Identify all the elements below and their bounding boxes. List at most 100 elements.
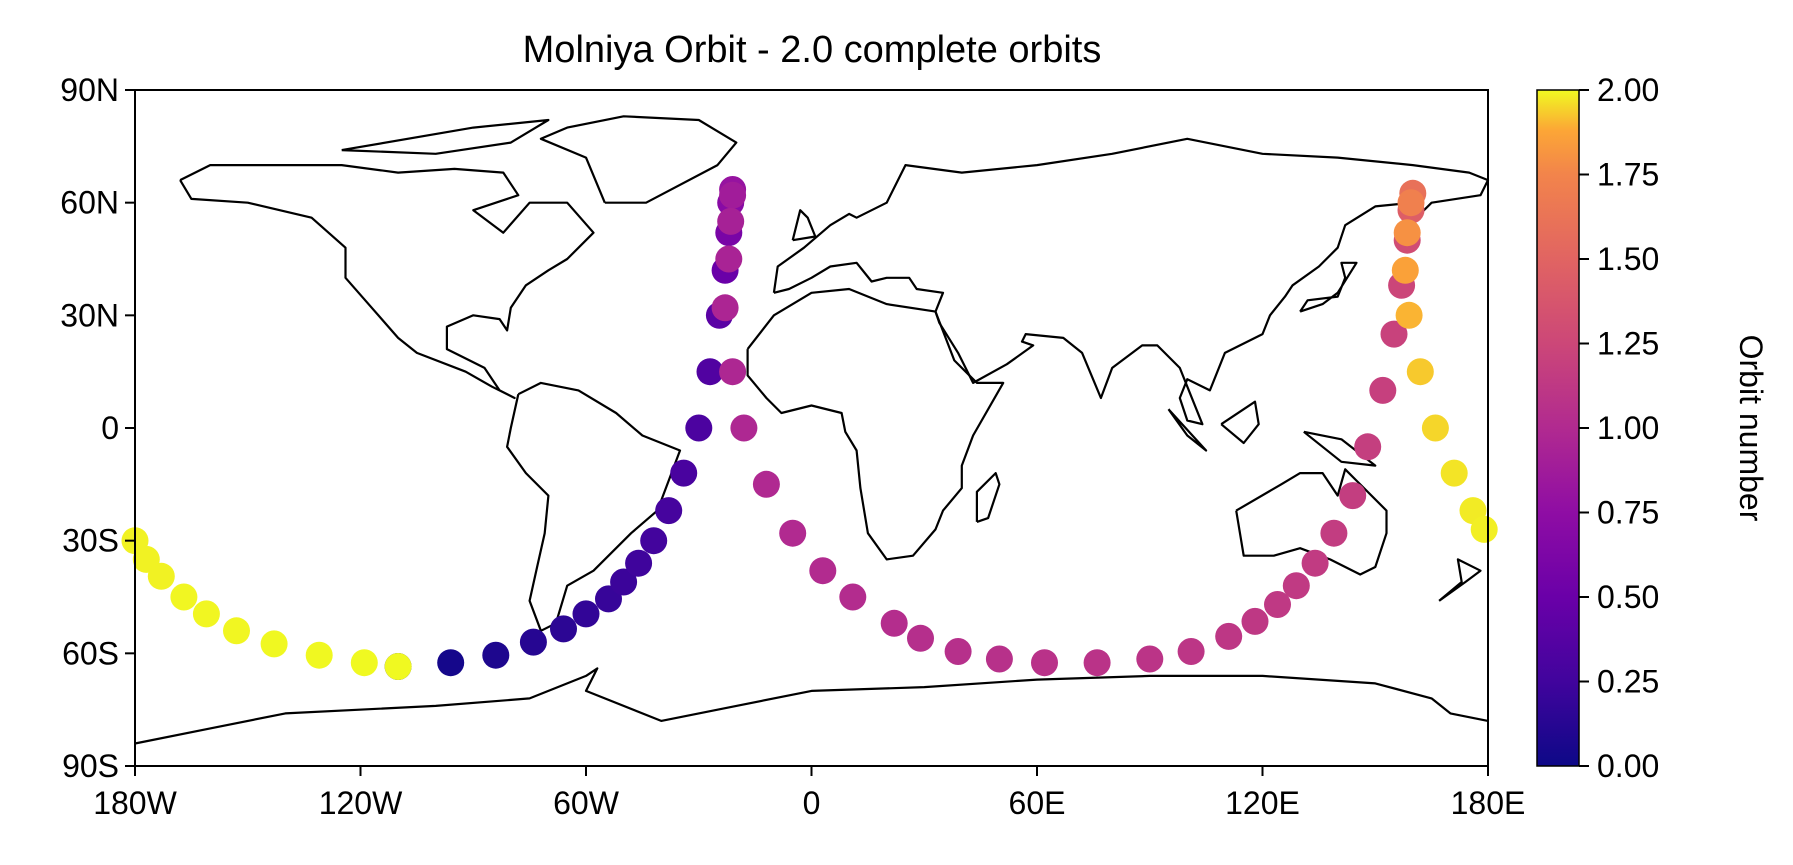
coastline-segment <box>134 667 1489 745</box>
x-tick-label: 180E <box>1451 785 1526 821</box>
orbit-point <box>610 568 638 596</box>
orbit-point <box>305 641 333 669</box>
orbit-point <box>1241 607 1269 635</box>
colorbar-tick-label: 1.75 <box>1597 157 1659 193</box>
orbit-point <box>550 615 577 643</box>
colorbar-tick-label: 1.50 <box>1597 241 1659 277</box>
colorbar-tick-label: 0.50 <box>1597 579 1659 615</box>
coastline-segment <box>975 472 1001 523</box>
colorbar-tick-label: 0.75 <box>1597 495 1659 531</box>
orbit-point <box>1421 414 1449 442</box>
orbit-point <box>1391 256 1419 284</box>
orbit-point <box>730 414 758 442</box>
orbit-point <box>1369 376 1397 404</box>
coastline-segment <box>1167 408 1208 452</box>
coastline-segment <box>791 209 817 242</box>
orbit-point <box>1406 358 1434 386</box>
orbit-point <box>1282 572 1310 600</box>
orbit-point <box>717 207 745 235</box>
coastline-segment <box>1303 430 1377 467</box>
orbit-point <box>147 562 175 590</box>
chart-title: Molniya Orbit - 2.0 complete orbits <box>523 29 1102 71</box>
orbit-point <box>1031 649 1058 677</box>
colorbar-tick-label: 0.25 <box>1597 664 1659 700</box>
x-axis: 180W 120W 60W 0 60E 120E 180E <box>93 766 1525 821</box>
orbit-point <box>715 245 743 273</box>
coastline-map <box>134 115 1490 745</box>
orbit-point <box>572 600 600 628</box>
coastline-segment <box>1235 468 1388 576</box>
orbit-point <box>839 583 867 611</box>
coastline-segment <box>179 164 595 400</box>
orbit-point <box>944 638 972 665</box>
y-axis: 90N 60N 30N 0 30S 60S 90S <box>60 72 135 784</box>
orbit-point <box>192 600 220 628</box>
orbit-point <box>696 358 724 386</box>
orbit-point <box>260 630 288 658</box>
orbit-point <box>223 617 250 645</box>
orbit-track <box>121 176 1498 680</box>
coastline-segment <box>506 381 682 632</box>
coastline-segment <box>746 287 1005 561</box>
orbit-point <box>384 653 412 680</box>
orbit-point <box>880 609 908 637</box>
orbit-point <box>670 459 698 487</box>
orbit-point <box>437 649 465 677</box>
y-tick-label: 30N <box>60 297 119 333</box>
x-tick-label: 60E <box>1009 785 1066 821</box>
orbit-point <box>1264 591 1291 618</box>
orbit-point <box>1393 219 1421 247</box>
y-tick-label: 30S <box>62 523 119 559</box>
orbit-point <box>1136 645 1164 673</box>
orbit-point <box>1354 433 1382 461</box>
orbit-point <box>1380 320 1408 348</box>
orbit-point <box>1339 482 1367 510</box>
orbit-point <box>907 624 934 652</box>
orbit-point <box>1301 549 1329 577</box>
colorbar-tick-label: 0.00 <box>1597 748 1659 784</box>
coastline-segment <box>1299 261 1358 313</box>
colorbar-tick-label: 1.00 <box>1597 410 1659 446</box>
x-tick-label: 0 <box>803 785 821 821</box>
orbit-point <box>1397 189 1425 217</box>
orbit-point <box>640 527 668 555</box>
x-tick-label: 120E <box>1225 785 1300 821</box>
coastline-segment <box>1220 400 1260 445</box>
orbit-point <box>719 358 747 386</box>
orbit-point <box>779 519 807 547</box>
orbit-point <box>519 628 547 656</box>
y-tick-label: 60N <box>60 185 119 221</box>
orbit-point <box>752 470 780 498</box>
colorbar <box>1536 89 1580 767</box>
orbit-point <box>1440 459 1468 487</box>
orbit-point <box>685 414 713 442</box>
orbit-point <box>482 641 510 669</box>
y-tick-label: 90S <box>62 748 119 784</box>
orbit-point <box>655 497 683 525</box>
coastline-segment <box>341 118 550 155</box>
colorbar-label: Orbit number <box>1733 335 1769 522</box>
orbit-point <box>1470 515 1498 543</box>
orbit-point <box>711 294 739 322</box>
orbit-point <box>809 557 837 585</box>
coastline-segment <box>1438 558 1482 602</box>
coastline-segment <box>539 115 738 204</box>
colorbar-tick-label: 2.00 <box>1597 72 1659 108</box>
x-tick-label: 120W <box>319 785 403 821</box>
colorbar-tick-label: 1.25 <box>1597 326 1659 362</box>
x-tick-label: 180W <box>93 785 177 821</box>
orbit-point <box>1083 649 1111 677</box>
colorbar-ticks: 0.00 0.25 0.50 0.75 1.00 1.25 1.50 1.75 2.00 <box>1579 72 1659 784</box>
orbit-point <box>1320 519 1348 547</box>
orbit-point <box>1395 301 1423 329</box>
plot-frame <box>134 89 1489 767</box>
orbit-point <box>1177 638 1205 665</box>
y-tick-label: 60S <box>62 635 119 671</box>
orbit-point <box>170 583 198 611</box>
orbit-point <box>719 181 747 209</box>
orbit-point <box>1215 622 1243 650</box>
y-tick-label: 0 <box>101 410 119 446</box>
orbit-point <box>985 645 1013 673</box>
orbit-point <box>625 549 653 577</box>
